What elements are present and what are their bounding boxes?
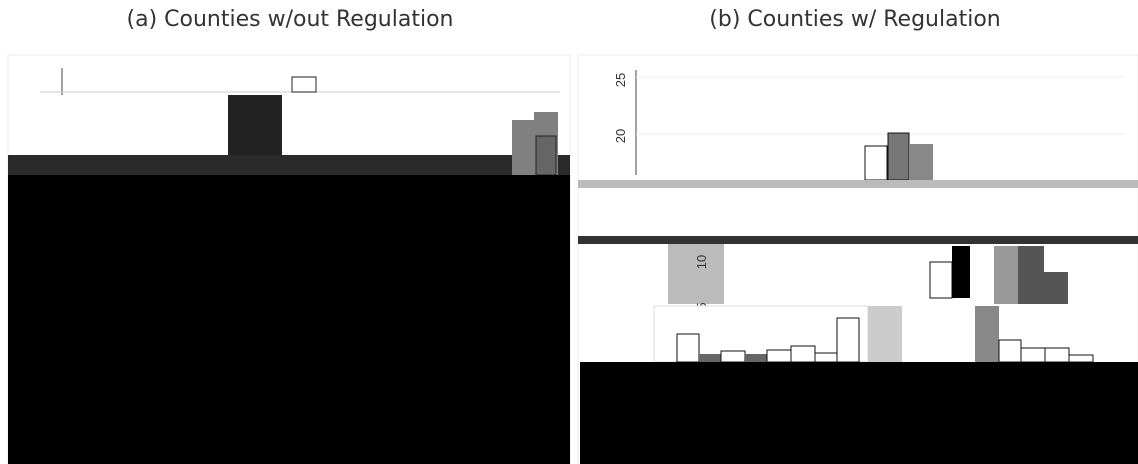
bar-fragment xyxy=(1044,272,1068,304)
tick-label: 10 xyxy=(694,255,709,269)
bar-fragment xyxy=(291,76,317,93)
bar-fragment xyxy=(745,354,767,362)
bar-fragment xyxy=(1020,347,1046,363)
bar-fragment xyxy=(975,306,999,362)
panel-title: (b) Counties w/ Regulation xyxy=(709,7,1000,32)
tick-label: 20 xyxy=(613,129,628,143)
bar-fragment xyxy=(887,132,910,181)
bar-fragment xyxy=(910,144,933,180)
bar-fragment xyxy=(766,349,792,363)
glitch-block xyxy=(580,362,1138,464)
glitch-block xyxy=(668,244,724,304)
bar-fragment xyxy=(814,352,838,363)
glitch-band xyxy=(578,236,1138,244)
panel-b: 25 20 10 5 xyxy=(577,54,1138,464)
bar-fragment xyxy=(994,246,1018,304)
tick-label: 25 xyxy=(613,73,628,87)
bar-fragment xyxy=(836,317,860,363)
bar-fragment xyxy=(720,350,746,363)
bar-fragment xyxy=(998,339,1022,363)
bar-fragment xyxy=(864,145,888,181)
glitch-block xyxy=(868,306,902,362)
bar-fragment xyxy=(952,246,970,298)
bar-fragment xyxy=(1018,246,1044,304)
glitch-band xyxy=(578,180,1138,188)
bar-fragment xyxy=(699,354,721,362)
panel-a xyxy=(7,54,571,464)
bar-fragment xyxy=(790,345,816,363)
bar-fragment xyxy=(676,333,700,363)
bar-fragment xyxy=(535,135,557,176)
bar-fragment xyxy=(512,120,534,175)
bar-fragment xyxy=(1044,347,1070,363)
glitch-band xyxy=(8,155,570,175)
bar-fragment xyxy=(1068,354,1094,363)
panel-title: (a) Counties w/out Regulation xyxy=(127,7,454,32)
glitch-block xyxy=(8,175,570,464)
bar-fragment xyxy=(929,261,953,299)
